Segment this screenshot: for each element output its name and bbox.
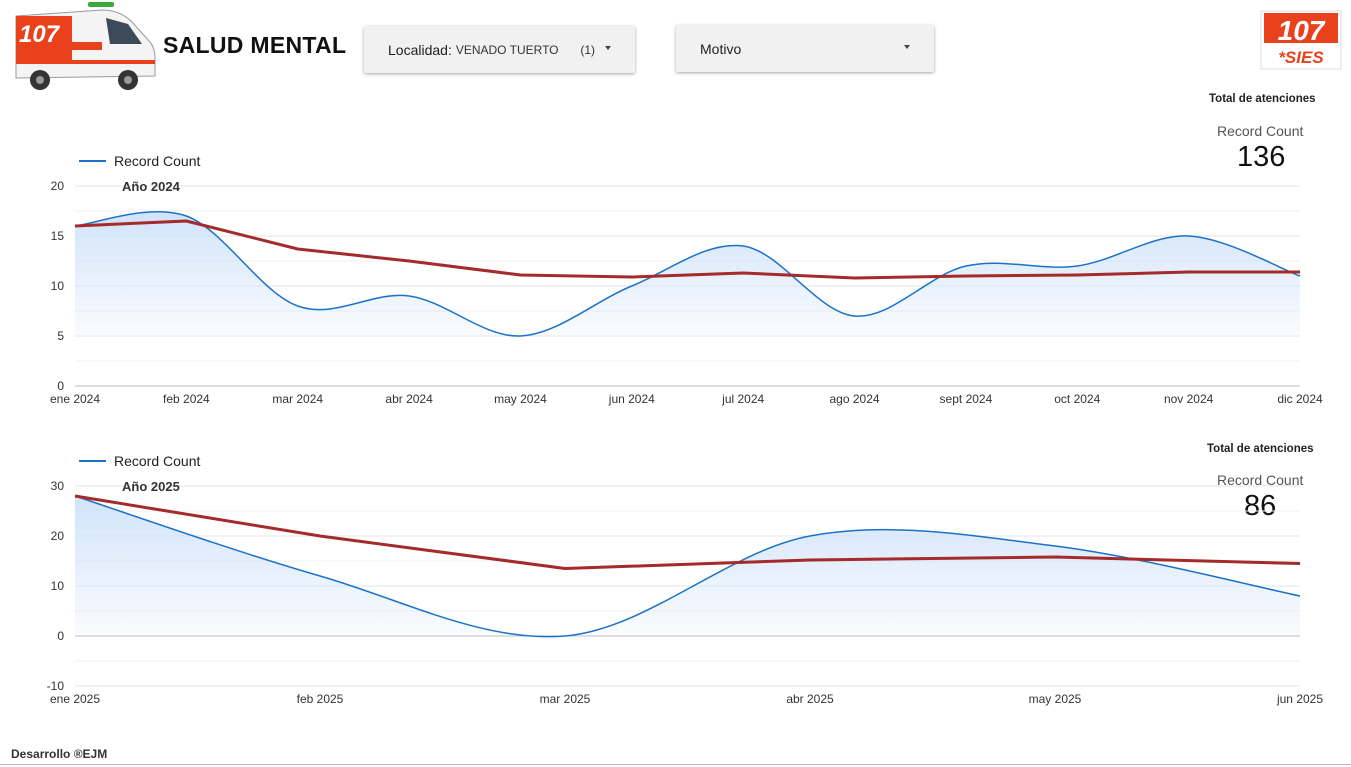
legend-label: Record Count	[114, 153, 200, 169]
x-tick-label: abr 2024	[385, 392, 433, 406]
x-tick-label: sept 2024	[940, 392, 993, 406]
x-tick-label: jun 2025	[1276, 692, 1323, 706]
footer-divider	[0, 764, 1351, 765]
x-tick-label: jul 2024	[721, 392, 764, 406]
series-line	[74, 211, 1301, 337]
y-tick-label: 20	[51, 179, 65, 193]
motivo-filter-label: Motivo	[700, 40, 742, 57]
y-tick-label: 20	[51, 529, 65, 543]
y-tick-label: 30	[51, 479, 65, 493]
localidad-filter-count: (1)	[580, 42, 595, 57]
x-tick-label: feb 2024	[163, 392, 210, 406]
x-tick-label: ago 2024	[830, 392, 880, 406]
localidad-filter-value: VENADO TUERTO	[455, 42, 559, 57]
localidad-filter[interactable]: Localidad: VENADO TUERTO (1)	[364, 26, 635, 73]
trend-line	[74, 494, 1301, 570]
series-area	[75, 496, 1300, 637]
scorecard-2024-header: Total de atenciones	[1209, 93, 1316, 105]
y-tick-label: 15	[51, 229, 65, 243]
chart-2024: 0 5 10 15 20 ene 2024 feb 2024 mar 2024 abr 2024…	[50, 153, 1323, 406]
scorecard-2024-label: Record Count	[1217, 123, 1304, 139]
logo-word: *SIES	[1278, 48, 1324, 67]
legend-label: Record Count	[114, 453, 200, 469]
y-tick-label: 10	[51, 579, 65, 593]
x-tick-label: abr 2025	[786, 692, 834, 706]
x-tick-label: ene 2025	[50, 692, 100, 706]
series-line	[74, 495, 1301, 638]
x-tick-label: dic 2024	[1277, 392, 1323, 406]
logo-number: 107	[1278, 15, 1326, 46]
ambulance-number: 107	[19, 21, 61, 48]
chart-2025: -10 0 10 20 30 ene 2025 feb 2025 mar 2025 abr 20…	[47, 453, 1324, 706]
x-tick-label: may 2025	[1029, 692, 1082, 706]
y-tick-label: -10	[47, 679, 65, 693]
x-tick-label: oct 2024	[1054, 392, 1100, 406]
sies-107-logo: 107 *SIES	[1260, 10, 1342, 70]
y-tick-label: 5	[57, 329, 64, 343]
y-tick-label: 0	[57, 629, 64, 643]
page-title: SALUD MENTAL	[163, 32, 347, 58]
chart-title: Año 2024	[122, 179, 181, 194]
dropdown-caret-icon	[605, 46, 611, 50]
x-tick-label: feb 2025	[297, 692, 344, 706]
x-tick-label: may 2024	[494, 392, 547, 406]
motivo-filter[interactable]: Motivo	[676, 25, 934, 72]
scorecard-2024-value: 136	[1237, 141, 1286, 173]
x-tick-label: ene 2024	[50, 392, 100, 406]
chart-title: Año 2025	[122, 479, 180, 494]
ambulance-image: 107	[15, 2, 156, 90]
x-tick-label: nov 2024	[1164, 392, 1214, 406]
x-tick-label: mar 2025	[540, 692, 591, 706]
trend-line	[74, 219, 1300, 280]
x-tick-label: jun 2024	[608, 392, 655, 406]
localidad-filter-label: Localidad:	[388, 41, 452, 58]
dropdown-caret-icon	[904, 45, 910, 49]
x-tick-label: mar 2024	[272, 392, 323, 406]
scorecard-2025-value: 86	[1244, 490, 1277, 522]
y-tick-label: 0	[57, 379, 64, 393]
scorecard-2025-label: Record Count	[1217, 472, 1304, 488]
scorecard-2025-header: Total de atenciones	[1207, 443, 1314, 455]
footer-credit: Desarrollo ®EJM	[11, 747, 108, 761]
y-tick-label: 10	[51, 279, 65, 293]
